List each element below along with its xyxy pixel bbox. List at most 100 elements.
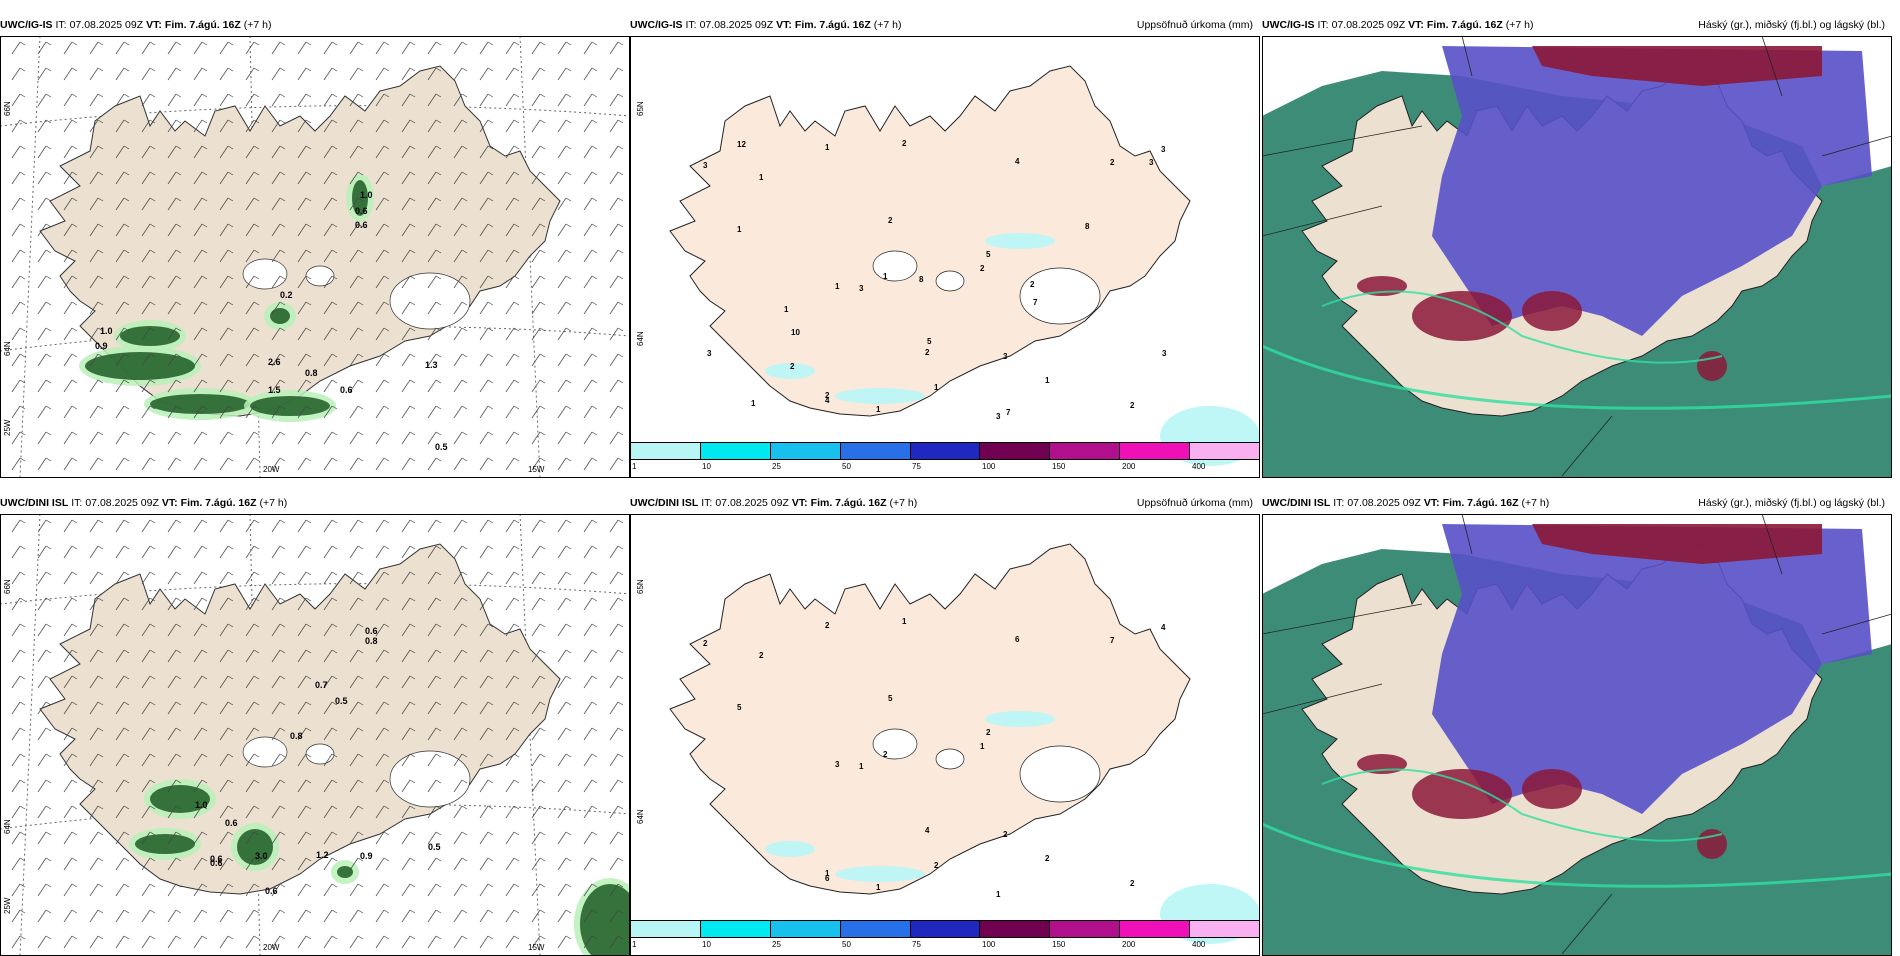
wind-barb	[609, 597, 624, 611]
wind-barb	[193, 197, 208, 211]
wind-barb	[375, 831, 390, 845]
precip-value-label: 0.2	[280, 290, 293, 300]
wind-barb	[375, 519, 390, 533]
precip-value-label: 2	[1130, 401, 1135, 410]
wind-barb	[505, 805, 520, 819]
axis-label: 20W	[263, 465, 280, 474]
wind-barb	[167, 223, 182, 237]
wind-barb	[323, 753, 338, 767]
wind-barb	[609, 779, 624, 793]
wind-barb	[37, 519, 52, 533]
wind-barb	[271, 883, 286, 897]
wind-barb	[505, 831, 520, 845]
wind-barb	[531, 41, 546, 55]
glacier	[389, 750, 471, 808]
wind-barb	[531, 301, 546, 315]
precip-area-dark	[150, 394, 250, 414]
wind-barb	[115, 649, 130, 663]
low-cloud-area	[1412, 291, 1512, 341]
it-label: IT:	[1317, 19, 1329, 31]
wind-barb	[375, 93, 390, 107]
wind-barb	[167, 623, 182, 637]
wind-barb	[349, 571, 364, 585]
wind-barb	[427, 353, 442, 367]
wind-barb	[479, 353, 494, 367]
wind-barb	[583, 831, 598, 845]
wind-barb	[583, 727, 598, 741]
wind-barb	[11, 545, 26, 559]
precip-area-dark	[237, 829, 273, 865]
wind-barb	[557, 701, 572, 715]
wind-barb	[63, 119, 78, 133]
wind-barb	[297, 145, 312, 159]
wind-barb	[453, 883, 468, 897]
wind-barb	[63, 727, 78, 741]
colorbar-tick-label: 400	[1192, 462, 1206, 471]
precip-value-label: 1.3	[425, 360, 438, 370]
wind-barb	[193, 779, 208, 793]
wind-barb	[349, 93, 364, 107]
colorbar-swatch	[1120, 443, 1191, 459]
wind-barb	[245, 597, 260, 611]
wind-barb	[453, 545, 468, 559]
wind-barb	[37, 753, 52, 767]
wind-barb	[453, 935, 468, 949]
wind-barb	[401, 353, 416, 367]
wind-barb	[245, 805, 260, 819]
precip-value-label: 3	[703, 161, 708, 170]
grid-line	[1761, 36, 1783, 97]
wind-barb	[401, 571, 416, 585]
axis-label: 20W	[263, 943, 280, 952]
wind-barb	[557, 805, 572, 819]
precip-area-dark	[150, 785, 210, 813]
wind-barb	[583, 93, 598, 107]
wind-barb	[427, 831, 442, 845]
wind-barb	[271, 571, 286, 585]
wind-barb	[11, 327, 26, 341]
wind-barb	[245, 727, 260, 741]
wind-barb	[271, 41, 286, 55]
low-cloud-area	[1697, 351, 1727, 381]
wind-barb	[453, 571, 468, 585]
wind-barb	[479, 67, 494, 81]
wind-barb	[401, 675, 416, 689]
model-name: UWC/DINI ISL	[630, 497, 699, 509]
wind-barb	[37, 857, 52, 871]
wind-barb	[401, 831, 416, 845]
colorbar-swatch	[910, 443, 981, 459]
wind-barb	[11, 649, 26, 663]
wind-barb	[11, 431, 26, 445]
wind-barb	[427, 857, 442, 871]
precip-value-label: 3.0	[255, 851, 268, 861]
vt-label: VT:	[161, 497, 178, 509]
map-area	[1262, 36, 1892, 478]
wind-barb	[271, 93, 286, 107]
wind-barb	[609, 857, 624, 871]
wind-barb	[505, 41, 520, 55]
wind-barb	[219, 805, 234, 819]
wind-barb	[89, 701, 104, 715]
wind-barb	[11, 571, 26, 585]
wind-barb	[37, 379, 52, 393]
wind-barb	[453, 831, 468, 845]
wind-barb	[323, 649, 338, 663]
colorbar-tick-label: 50	[842, 940, 851, 949]
wind-barb	[297, 171, 312, 185]
wind-barb	[323, 379, 338, 393]
wind-barb	[453, 805, 468, 819]
wind-barb	[115, 275, 130, 289]
wind-barb	[297, 457, 312, 471]
grid-line	[1561, 893, 1613, 955]
wind-barb	[375, 701, 390, 715]
wind-barb	[193, 701, 208, 715]
panel-header: UWC/IG-IS IT: 07.08.2025 09Z VT: Fim. 7.ágú.…	[1262, 14, 1892, 36]
wind-barb	[531, 571, 546, 585]
wind-barb	[115, 41, 130, 55]
wind-barb	[63, 883, 78, 897]
wind-barb	[11, 675, 26, 689]
wind-barb	[453, 457, 468, 471]
wind-barb	[271, 831, 286, 845]
wind-barb	[271, 457, 286, 471]
wind-barb	[219, 649, 234, 663]
wind-barb	[167, 275, 182, 289]
